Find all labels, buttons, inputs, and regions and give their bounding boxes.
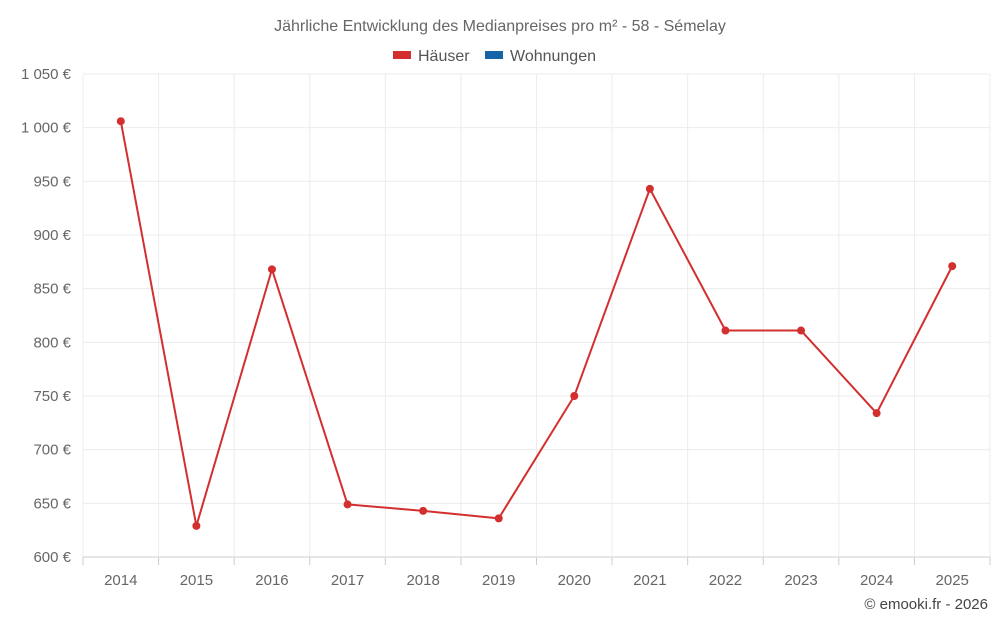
data-point[interactable] (645, 184, 654, 193)
y-tick-label: 900 € (33, 227, 71, 244)
credit-text: © emooki.fr - 2026 (864, 596, 988, 613)
data-point[interactable] (419, 506, 428, 515)
x-tick-label: 2015 (180, 572, 213, 589)
x-tick-label: 2024 (860, 572, 893, 589)
data-point[interactable] (721, 326, 730, 335)
x-tick-label: 2017 (331, 572, 364, 589)
y-tick-label: 700 € (33, 442, 71, 459)
x-tick-label: 2016 (255, 572, 288, 589)
data-point[interactable] (116, 117, 125, 126)
x-tick-label: 2020 (558, 572, 591, 589)
legend-label-apartments: Wohnungen (510, 48, 596, 65)
y-tick-label: 600 € (33, 549, 71, 566)
y-axis-labels: 600 € 650 € 700 € 750 € 800 € 850 € 900 € 950 €… (21, 66, 72, 566)
grid (82, 73, 991, 565)
y-tick-label: 800 € (33, 334, 71, 351)
data-point[interactable] (570, 392, 579, 400)
data-point[interactable] (267, 265, 276, 274)
x-tick-label: 2022 (709, 572, 742, 589)
data-point[interactable] (343, 500, 352, 509)
legend-swatch-apartments (485, 51, 503, 59)
y-tick-label: 950 € (33, 173, 71, 190)
series-line (119, 121, 954, 527)
data-point[interactable] (797, 326, 806, 335)
chart-title: Jährliche Entwicklung des Medianpreises … (274, 18, 726, 35)
data-point[interactable] (948, 262, 957, 271)
data-point[interactable] (494, 514, 503, 523)
y-tick-label: 750 € (33, 388, 71, 405)
legend-label-houses: Häuser (418, 48, 470, 65)
y-tick-label: 1 050 € (21, 66, 72, 83)
y-tick-label: 850 € (33, 281, 71, 298)
series-houses (116, 117, 957, 530)
data-point[interactable] (872, 409, 881, 418)
y-tick-label: 650 € (33, 495, 71, 512)
legend: Häuser Wohnungen (393, 48, 596, 65)
y-tick-label: 1 000 € (21, 120, 72, 137)
x-tick-label: 2021 (633, 572, 666, 589)
x-tick-label: 2019 (482, 572, 515, 589)
x-tick-label: 2023 (784, 572, 817, 589)
x-axis-labels: 2014 2015 2016 2017 2018 2019 2020 2021 2022 2023… (104, 572, 969, 589)
data-point[interactable] (192, 521, 201, 530)
legend-swatch-houses (393, 51, 411, 59)
x-tick-label: 2025 (936, 572, 969, 589)
x-tick-label: 2014 (104, 572, 137, 589)
x-tick-label: 2018 (406, 572, 439, 589)
legend-item-houses[interactable]: Häuser (393, 48, 470, 65)
legend-item-apartments[interactable]: Wohnungen (485, 48, 596, 65)
